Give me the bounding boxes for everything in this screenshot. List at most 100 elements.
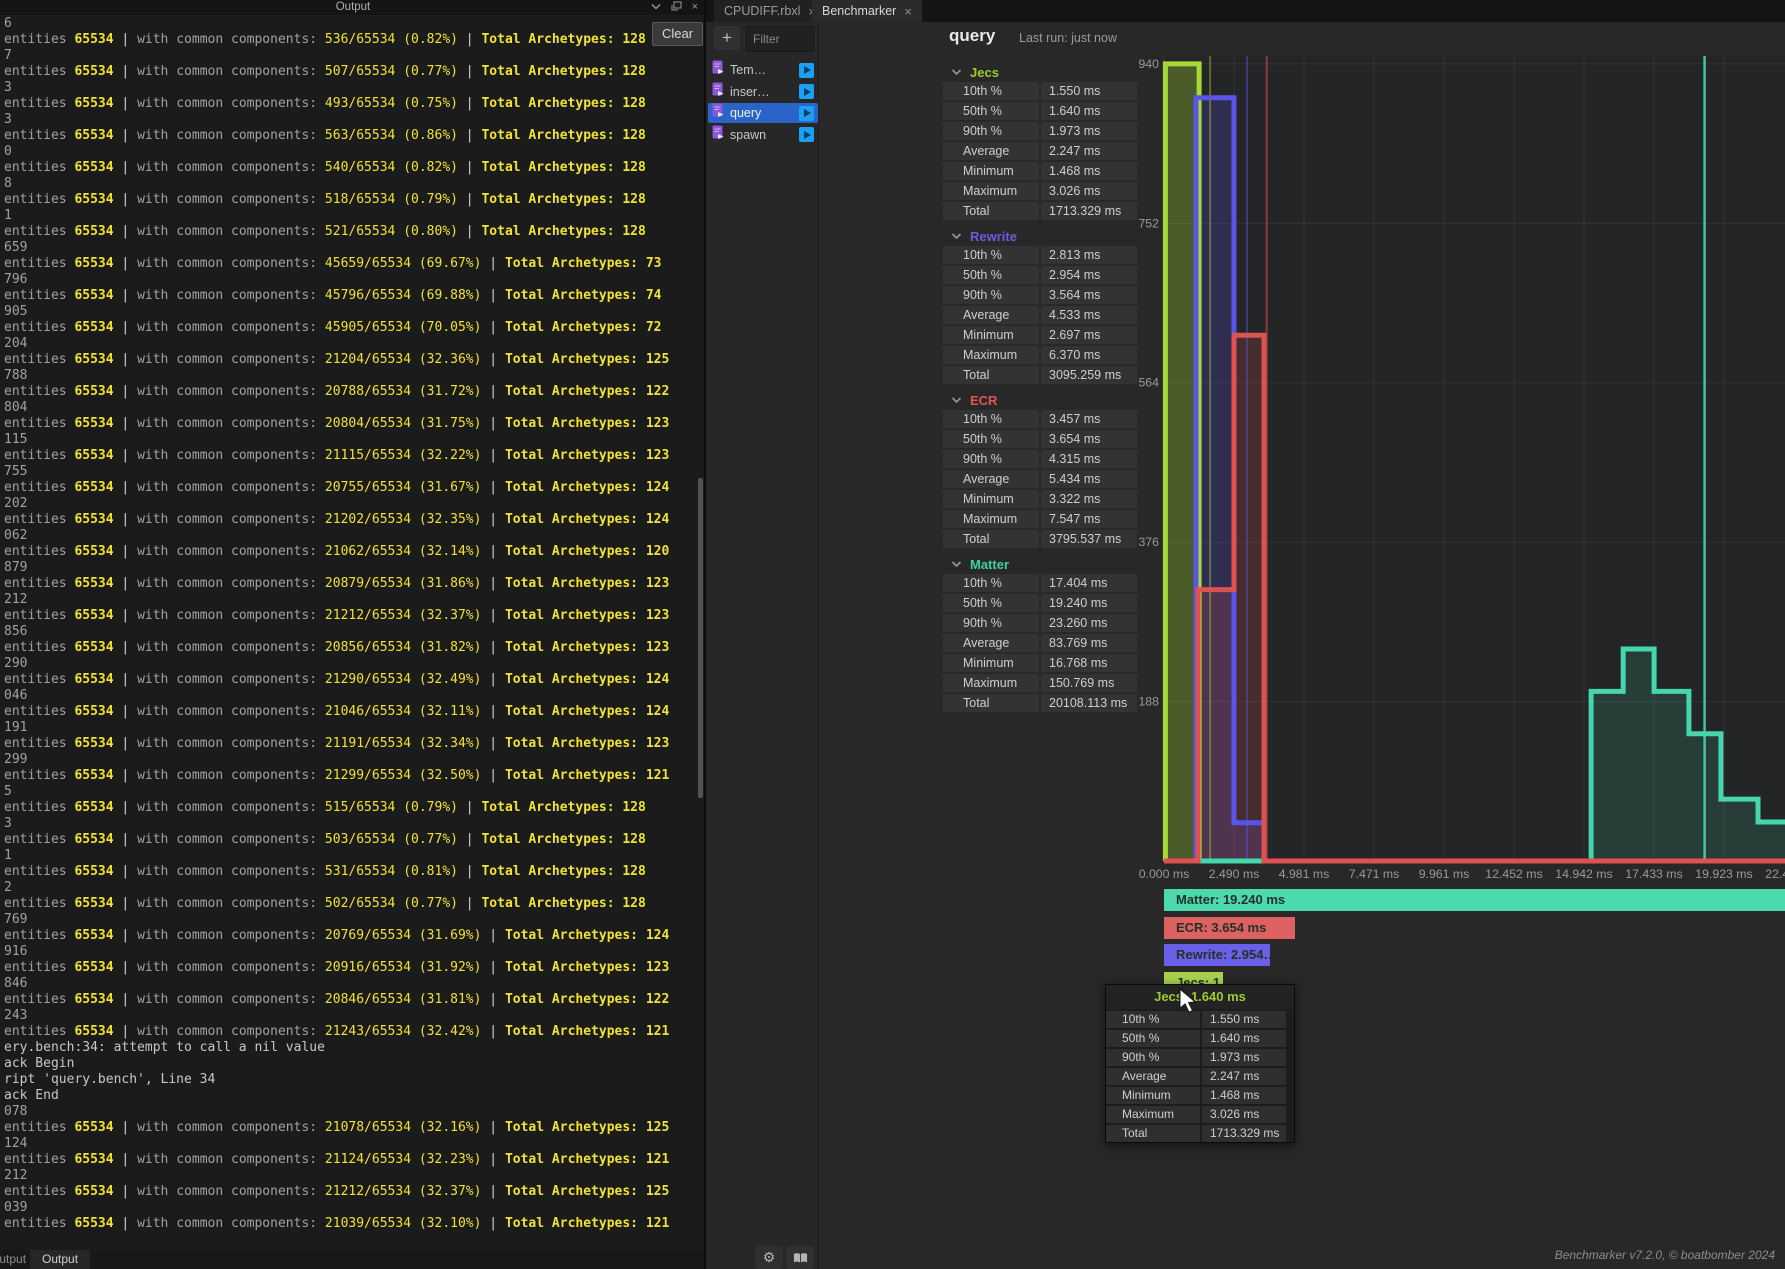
- tooltip-stat-label: Maximum: [1106, 1106, 1200, 1123]
- log-line: entities 65534 | with common components:…: [4, 896, 646, 911]
- log-wrap-fragment: 212: [4, 592, 28, 607]
- svg-text:17.433 ms: 17.433 ms: [1625, 867, 1682, 881]
- tab-label: CPUDIFF.rbxl: [724, 4, 801, 18]
- docs-button[interactable]: [786, 1246, 814, 1269]
- log-wrap-fragment: 124: [4, 1136, 28, 1151]
- log-line: entities 65534 | with common components:…: [4, 64, 646, 79]
- stat-row: Total 1713.329 ms: [943, 202, 1139, 220]
- stats-section-header-jecs[interactable]: Jecs: [943, 62, 1139, 82]
- add-benchmark-button[interactable]: +: [714, 26, 740, 50]
- log-line: entities 65534 | with common components:…: [4, 800, 646, 815]
- stat-row: 50th % 3.654 ms: [943, 430, 1139, 448]
- log-line: entities 65534 | with common components:…: [4, 224, 646, 239]
- log-line: entities 65534 | with common components:…: [4, 1024, 670, 1039]
- tooltip-stat-label: 50th %: [1106, 1030, 1200, 1047]
- run-benchmark-button[interactable]: [799, 105, 814, 121]
- log-line: entities 65534 | with common components:…: [4, 256, 662, 271]
- tooltip-stat-value: 1.468 ms: [1202, 1087, 1286, 1104]
- svg-text:376: 376: [1138, 535, 1159, 549]
- tooltip-stat-label: 90th %: [1106, 1049, 1200, 1066]
- tooltip-stat-value: 1713.329 ms: [1202, 1125, 1286, 1142]
- stat-row: 10th % 17.404 ms: [943, 574, 1139, 592]
- run-benchmark-button[interactable]: [799, 84, 814, 99]
- bottom-tab-output-clipped[interactable]: Output: [0, 1252, 27, 1266]
- tab-cpudiff-rbxl[interactable]: CPUDIFF.rbxl ×: [714, 0, 826, 22]
- tab-benchmarker[interactable]: Benchmarker ×: [812, 0, 922, 22]
- stat-label: 90th %: [943, 286, 1039, 304]
- stat-label: Total: [943, 202, 1039, 220]
- percentile-bar-rewrite: Rewrite: 2.954…: [1164, 944, 1270, 966]
- bottom-tab-output[interactable]: Output: [30, 1250, 91, 1269]
- log-wrap-fragment: 8: [4, 176, 12, 191]
- stat-value: 150.769 ms: [1041, 674, 1137, 692]
- output-scrollbar[interactable]: [698, 478, 703, 798]
- log-wrap-fragment: 115: [4, 432, 28, 447]
- stats-section-header-ecr[interactable]: ECR: [943, 390, 1139, 410]
- close-tab-icon[interactable]: ×: [904, 3, 912, 19]
- stat-row: 90th % 3.564 ms: [943, 286, 1139, 304]
- stats-section-name: Rewrite: [970, 228, 1017, 244]
- log-line: entities 65534 | with common components:…: [4, 32, 646, 47]
- svg-text:9.961 ms: 9.961 ms: [1419, 867, 1470, 881]
- filter-input[interactable]: [751, 28, 811, 50]
- svg-text:14.942 ms: 14.942 ms: [1555, 867, 1612, 881]
- svg-text:188: 188: [1138, 695, 1159, 709]
- svg-text:940: 940: [1138, 57, 1159, 71]
- chevron-down-icon: [951, 227, 962, 245]
- stat-label: Total: [943, 530, 1039, 548]
- tab-label: Benchmarker: [822, 4, 897, 18]
- run-benchmark-button[interactable]: [799, 62, 814, 78]
- sidebar-item-spawn[interactable]: spawn: [708, 125, 818, 145]
- log-wrap-fragment: 659: [4, 240, 28, 255]
- sidebar-item-inser[interactable]: inser…: [708, 82, 818, 102]
- chevron-down-icon[interactable]: [651, 1, 661, 14]
- stat-row: Average 5.434 ms: [943, 470, 1139, 488]
- panel-divider[interactable]: [704, 0, 706, 1269]
- stat-row: Total 3795.537 ms: [943, 530, 1139, 548]
- stat-row: 10th % 3.457 ms: [943, 410, 1139, 428]
- run-benchmark-button[interactable]: [799, 127, 814, 142]
- sidebar-item-Tem[interactable]: Tem…: [708, 60, 818, 80]
- svg-text:564: 564: [1138, 376, 1159, 390]
- stat-label: Total: [943, 366, 1039, 384]
- stat-label: Total: [943, 694, 1039, 712]
- output-panel: Output × Clear 6 entities 65534 | with co…: [0, 0, 706, 1269]
- stat-value: 1.468 ms: [1041, 162, 1137, 180]
- log-wrap-fragment: 1: [4, 848, 12, 863]
- undock-icon[interactable]: [671, 1, 682, 15]
- log-line: entities 65534 | with common components:…: [4, 320, 662, 335]
- stat-row: Minimum 3.322 ms: [943, 490, 1139, 508]
- series-tooltip: Jecs: 1.640 ms 10th % 1.550 ms 50th % 1.640…: [1105, 984, 1295, 1143]
- stat-row: Average 2.247 ms: [943, 142, 1139, 160]
- stat-row: 90th % 1.973 ms: [943, 122, 1139, 140]
- stats-section-header-rewrite[interactable]: Rewrite: [943, 226, 1139, 246]
- sidebar-item-label: query: [730, 106, 762, 120]
- svg-text:752: 752: [1138, 216, 1159, 230]
- log-line: entities 65534 | with common components:…: [4, 288, 662, 303]
- log-wrap-fragment: 191: [4, 720, 28, 735]
- close-icon[interactable]: ×: [691, 1, 698, 13]
- settings-button[interactable]: ⚙: [755, 1246, 783, 1269]
- stat-label: 90th %: [943, 614, 1039, 632]
- timing-histogram-chart[interactable]: 0.000 ms 2.490 ms 4.981 ms 7.471 ms 9.961 ms…: [1138, 48, 1785, 890]
- tooltip-row: Maximum 3.026 ms: [1106, 1106, 1294, 1123]
- filter-field: [746, 26, 814, 52]
- log-wrap-fragment: 2: [4, 880, 12, 895]
- log-line: entities 65534 | with common components:…: [4, 448, 670, 463]
- stat-value: 6.370 ms: [1041, 346, 1137, 364]
- stats-section-header-matter[interactable]: Matter: [943, 554, 1139, 574]
- log-wrap-fragment: 0: [4, 144, 12, 159]
- stat-value: 1.550 ms: [1041, 82, 1137, 100]
- chevron-down-icon: [951, 63, 962, 81]
- sidebar-divider: [818, 22, 819, 1269]
- tooltip-stat-value: 2.247 ms: [1202, 1068, 1286, 1085]
- sidebar-item-query[interactable]: query: [708, 103, 818, 123]
- log-line: entities 65534 | with common components:…: [4, 832, 646, 847]
- clear-button[interactable]: Clear: [652, 22, 704, 46]
- log-line: entities 65534 | with common components:…: [4, 768, 670, 783]
- log-wrap-fragment: 905: [4, 304, 28, 319]
- log-line: entities 65534 | with common components:…: [4, 544, 670, 559]
- svg-text:2.490 ms: 2.490 ms: [1209, 867, 1260, 881]
- log-line: entities 65534 | with common components:…: [4, 992, 670, 1007]
